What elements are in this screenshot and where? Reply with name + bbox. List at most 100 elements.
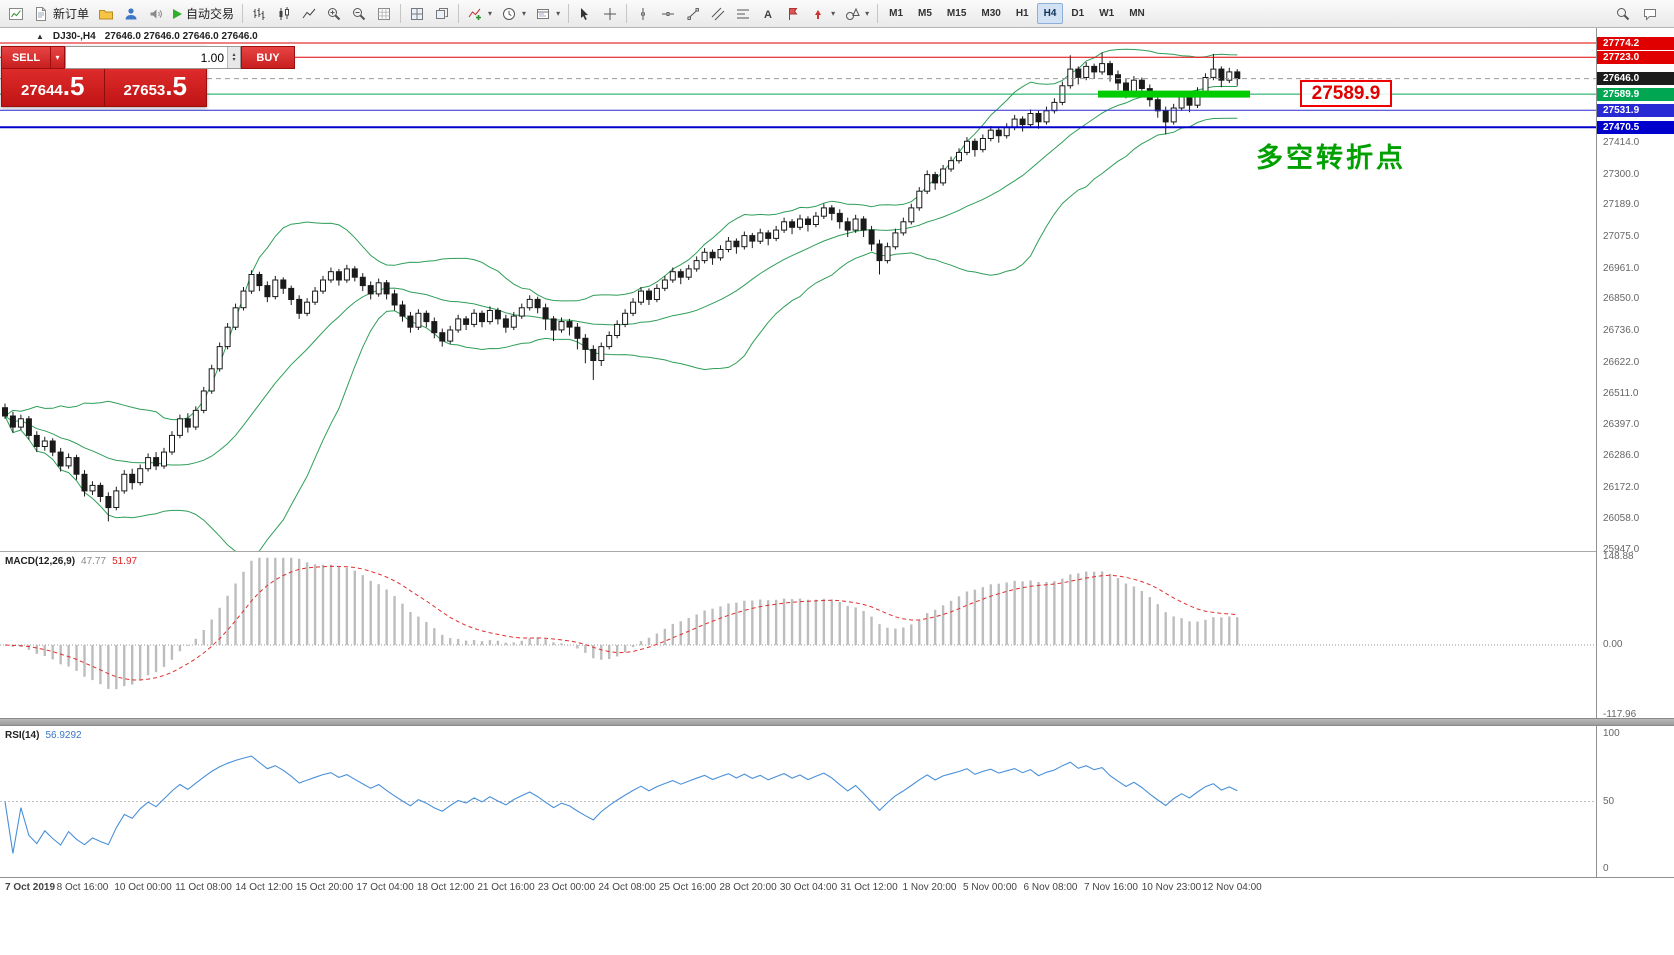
axis-label: 27075.0 (1603, 231, 1640, 243)
volume-stepper[interactable]: ▴ ▾ (227, 47, 240, 68)
axis-label: 0 (1603, 863, 1609, 874)
stepper-up-icon[interactable]: ▴ (232, 51, 236, 58)
timeframes-menu-button[interactable]: ▾ (497, 2, 530, 25)
trendline-button[interactable] (681, 2, 705, 25)
panel-splitter[interactable] (0, 718, 1674, 726)
profiles-folder-icon (98, 6, 114, 22)
price-level-box[interactable]: 27589.9 (1300, 80, 1392, 107)
shapes-icon (844, 6, 860, 22)
search-button[interactable] (1611, 2, 1635, 25)
vertical-line-icon (635, 6, 651, 22)
timeframe-w1[interactable]: W1 (1099, 8, 1115, 19)
fibonacci-button[interactable] (731, 2, 755, 25)
rsi-value: 56.9292 (45, 730, 82, 741)
macd-panel-canvas[interactable] (0, 552, 1596, 718)
highlight-segment[interactable] (1098, 90, 1250, 98)
volume-input[interactable] (66, 47, 227, 68)
price-badge: 27646.0 (1597, 72, 1674, 86)
accounts-button[interactable] (119, 2, 143, 25)
cascade-windows-button[interactable] (430, 2, 454, 25)
bollinger-band-line (4, 117, 1238, 551)
crosshair-button[interactable] (598, 2, 622, 25)
bar-chart-button[interactable] (247, 2, 271, 25)
axis-label: 26286.0 (1603, 449, 1640, 461)
time-label: 11 Oct 08:00 (175, 882, 232, 893)
indicators-button[interactable]: ▾ (463, 2, 496, 25)
axis-label: 26058.0 (1603, 513, 1640, 525)
chat-button[interactable] (1638, 2, 1662, 25)
trendline-icon (685, 6, 701, 22)
line-chart-button[interactable] (297, 2, 321, 25)
new-chart-button[interactable] (4, 2, 28, 25)
sell-price-button[interactable]: 27644.5 (2, 69, 104, 106)
sell-button[interactable]: SELL (1, 46, 51, 69)
timeframe-d1[interactable]: D1 (1071, 8, 1085, 19)
one-click-trading-panel: SELL ▾ ▴▾ BUY 27644.5 27653.5 (1, 46, 295, 107)
templates-button[interactable]: ▾ (531, 2, 564, 25)
axis-label: 25947.0 (1603, 544, 1640, 555)
cursor-icon (577, 6, 593, 22)
algo-trading-button[interactable]: 自动交易 (169, 2, 238, 25)
timeframe-m15[interactable]: M15 (946, 8, 967, 19)
timeframe-h1[interactable]: H1 (1015, 8, 1029, 19)
candlestick-chart-button[interactable] (272, 2, 296, 25)
macd-signal-value: 51.97 (112, 556, 138, 567)
shapes-button[interactable]: ▾ (840, 2, 873, 25)
timeframe-mn[interactable]: MN (1129, 8, 1145, 19)
caret-down-icon: ▾ (55, 53, 60, 62)
axis-label: 50 (1603, 795, 1615, 807)
vertical-line-button[interactable] (631, 2, 655, 25)
person-icon (123, 6, 139, 22)
timeframe-m5[interactable]: M5 (918, 8, 932, 19)
templates-icon (535, 6, 551, 22)
order-type-dropdown[interactable]: ▾ (51, 46, 65, 69)
time-axis[interactable]: 7 Oct 2019 8 Oct 16:00 10 Oct 00:00 11 Oct … (0, 877, 1674, 955)
timeframe-m30[interactable]: M30 (981, 8, 1001, 19)
buy-button[interactable]: BUY (241, 46, 295, 69)
svg-text:A: A (764, 9, 772, 21)
tile-windows-button[interactable] (405, 2, 429, 25)
rsi-panel-canvas[interactable] (0, 726, 1596, 877)
grid-button[interactable] (372, 2, 396, 25)
axis-label: 26511.0 (1603, 387, 1639, 399)
price-axis[interactable]: 27414.0 27300.0 27189.0 27075.0 26961.0 26850… (1596, 28, 1674, 899)
alerts-button[interactable] (144, 2, 168, 25)
search-icon (1615, 6, 1631, 22)
profiles-button[interactable] (94, 2, 118, 25)
cascade-windows-icon (434, 6, 450, 22)
timeframe-m1[interactable]: M1 (889, 8, 904, 19)
text-button[interactable]: A (756, 2, 780, 25)
new-chart-icon (8, 6, 24, 22)
stepper-down-icon[interactable]: ▾ (232, 56, 236, 63)
new-order-icon (33, 6, 49, 22)
caret-down-icon: ▾ (488, 9, 493, 18)
tile-windows-icon (409, 6, 425, 22)
time-label: 23 Oct 00:00 (537, 882, 596, 893)
cursor-button[interactable] (573, 2, 597, 25)
zoom-out-button[interactable] (347, 2, 371, 25)
sell-price-big: .5 (62, 71, 85, 101)
horizontal-line-button[interactable] (656, 2, 680, 25)
time-label: 10 Oct 00:00 (114, 882, 172, 893)
zoom-in-button[interactable] (322, 2, 346, 25)
arrows-button[interactable]: ▾ (806, 2, 839, 25)
channel-icon (710, 6, 726, 22)
new-order-button[interactable]: 新订单 (29, 2, 93, 25)
one-click-toggle-icon[interactable]: ▲ (36, 32, 44, 41)
time-label: 12 Nov 04:00 (1202, 882, 1262, 893)
time-label: 28 Oct 20:00 (719, 882, 777, 893)
time-label: 25 Oct 16:00 (658, 882, 717, 893)
label-button[interactable] (781, 2, 805, 25)
new-order-label: 新订单 (53, 7, 90, 21)
time-label: 17 Oct 04:00 (356, 882, 414, 893)
channel-button[interactable] (706, 2, 730, 25)
buy-price-button[interactable]: 27653.5 (105, 69, 207, 106)
time-label: 8 Oct 16:00 (56, 882, 109, 893)
turning-point-annotation[interactable]: 多空转折点 (1256, 143, 1406, 173)
timeframe-h4[interactable]: H4 (1036, 3, 1064, 24)
axis-label: 26172.0 (1603, 481, 1640, 493)
toolbar: 新订单 自动交易 ▾ ▾ ▾ A ▾ ▾ M1 M5 M15 M30 H1 H4… (0, 0, 1674, 28)
axis-label: 27300.0 (1603, 168, 1640, 180)
rsi-line (4, 755, 1238, 854)
caret-down-icon: ▾ (831, 9, 836, 18)
